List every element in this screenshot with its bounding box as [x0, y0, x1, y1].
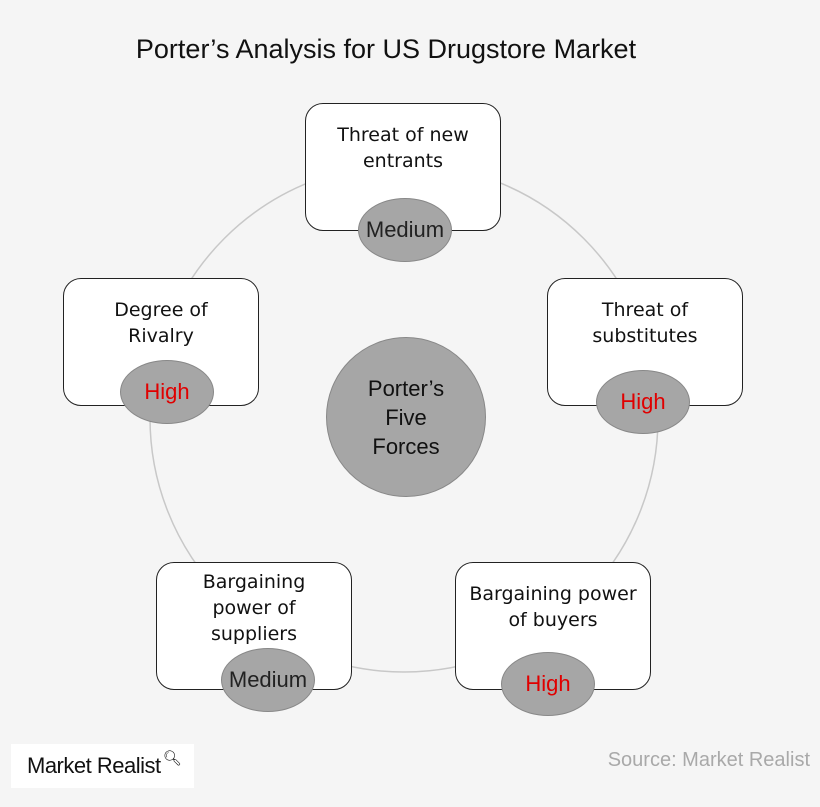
rating-badge: High — [596, 370, 690, 434]
diagram-title: Porter’s Analysis for US Drugstore Marke… — [135, 34, 637, 64]
center-circle: Porter’s Five Forces — [326, 337, 486, 497]
rating-badge: Medium — [358, 198, 452, 262]
force-label: Bargaining power of suppliers — [202, 571, 306, 645]
market-realist-logo: Market Realist 🔍︎ — [11, 744, 194, 788]
force-label: Threat of substitutes — [592, 299, 698, 347]
logo-text: Market Realist — [27, 753, 161, 778]
magnifier-icon: 🔍︎ — [162, 750, 182, 767]
source-note: Source: Market Realist — [607, 749, 810, 771]
rating-badge: Medium — [221, 648, 315, 712]
rating-badge: High — [120, 360, 214, 424]
rating-badge: High — [501, 652, 595, 716]
force-label: Degree of Rivalry — [114, 299, 208, 347]
force-label: Threat of new entrants — [337, 124, 469, 172]
force-label: Bargaining power of buyers — [469, 583, 637, 631]
